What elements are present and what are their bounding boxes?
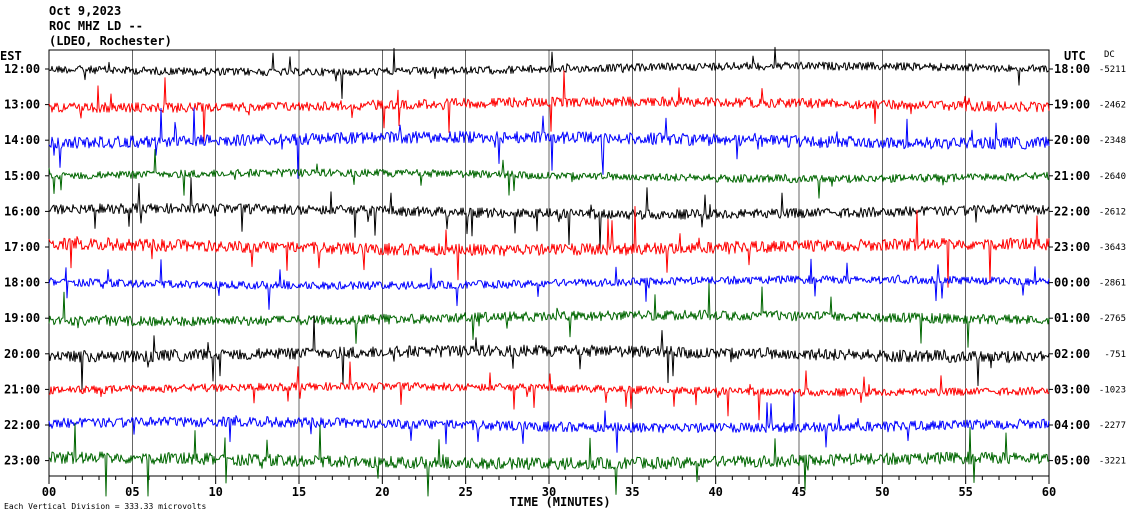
trace-row — [48, 46, 1050, 99]
est-hour-label: 21:00 — [4, 382, 40, 396]
utc-hour-label: 22:00 — [1054, 204, 1090, 218]
scale-footnote: Each Vertical Division = 333.33 microvol… — [4, 502, 207, 511]
trace-row — [48, 315, 1050, 390]
est-hour-label: 22:00 — [4, 418, 40, 432]
utc-hour-label: 21:00 — [1054, 169, 1090, 183]
dc-offset-value: -3643 — [1099, 243, 1126, 253]
x-tick-label: 55 — [958, 485, 972, 499]
x-tick-label: 35 — [625, 485, 639, 499]
x-tick-label: 50 — [875, 485, 889, 499]
dc-offset-value: -2640 — [1099, 172, 1126, 182]
trace-row — [48, 70, 1050, 142]
utc-hour-label: 19:00 — [1054, 98, 1090, 112]
utc-hour-label: 18:00 — [1054, 62, 1090, 76]
x-axis-title: TIME (MINUTES) — [509, 495, 611, 509]
dc-offset-value: -1023 — [1099, 385, 1126, 395]
dc-offset-value: -2612 — [1099, 207, 1126, 217]
utc-hour-label: 00:00 — [1054, 276, 1090, 290]
x-tick-label: 45 — [792, 485, 806, 499]
dc-offset-value: -3221 — [1099, 457, 1126, 467]
station-label: ROC MHZ LD -- — [49, 19, 143, 33]
utc-axis-title: UTC — [1064, 49, 1086, 63]
trace-row — [48, 149, 1050, 199]
utc-hour-label: 20:00 — [1054, 133, 1090, 147]
network-label: (LDEO, Rochester) — [49, 34, 172, 48]
trace-row — [48, 258, 1050, 310]
est-hour-label: 15:00 — [4, 169, 40, 183]
trace-row — [48, 391, 1050, 453]
x-tick-label: 05 — [125, 485, 139, 499]
date-label: Oct 9,2023 — [49, 4, 122, 18]
est-hour-label: 20:00 — [4, 347, 40, 361]
utc-hour-label: 01:00 — [1054, 311, 1090, 325]
trace-row — [48, 422, 1050, 497]
dc-offset-value: -2348 — [1099, 136, 1126, 146]
utc-hour-label: 02:00 — [1054, 347, 1090, 361]
est-hour-label: 12:00 — [4, 62, 40, 76]
est-hour-label: 23:00 — [4, 454, 40, 468]
dc-offset-value: -2277 — [1099, 421, 1126, 431]
x-tick-label: 25 — [458, 485, 472, 499]
utc-hour-label: 05:00 — [1054, 454, 1090, 468]
utc-hour-label: 03:00 — [1054, 382, 1090, 396]
trace-row — [48, 282, 1050, 348]
trace-row — [48, 177, 1050, 250]
trace-row — [48, 361, 1050, 421]
x-tick-label: 15 — [292, 485, 306, 499]
est-hour-label: 13:00 — [4, 98, 40, 112]
x-tick-label: 30 — [542, 485, 556, 499]
est-hour-label: 16:00 — [4, 204, 40, 218]
utc-hour-label: 23:00 — [1054, 240, 1090, 254]
est-hour-label: 14:00 — [4, 133, 40, 147]
dc-offset-value: -2462 — [1099, 101, 1126, 111]
x-tick-label: 40 — [708, 485, 722, 499]
x-tick-label: 00 — [42, 485, 56, 499]
dc-offset-value: -5211 — [1099, 65, 1126, 75]
est-axis-title: EST — [0, 49, 22, 63]
trace-row — [48, 206, 1050, 288]
est-hour-label: 19:00 — [4, 311, 40, 325]
dc-offset-value: -2765 — [1099, 314, 1126, 324]
x-tick-label: 10 — [208, 485, 222, 499]
est-hour-label: 18:00 — [4, 276, 40, 290]
dc-title: DC — [1104, 50, 1115, 60]
dc-offset-value: -751 — [1104, 350, 1126, 360]
x-tick-label: 60 — [1042, 485, 1056, 499]
x-tick-label: 20 — [375, 485, 389, 499]
est-hour-label: 17:00 — [4, 240, 40, 254]
dc-offset-value: -2861 — [1099, 279, 1126, 289]
utc-hour-label: 04:00 — [1054, 418, 1090, 432]
trace-row — [48, 107, 1050, 179]
